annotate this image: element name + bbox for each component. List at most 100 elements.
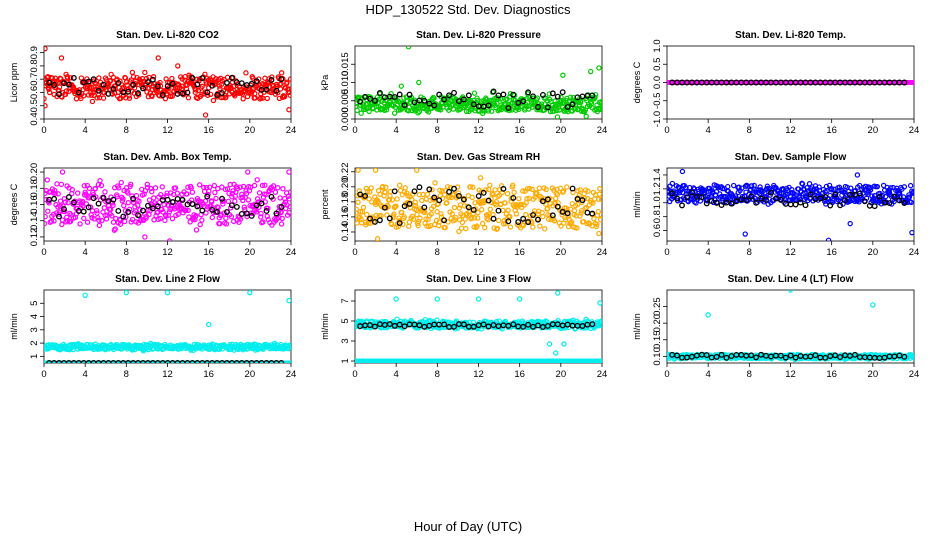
data-point bbox=[896, 190, 903, 197]
hourly-point bbox=[115, 360, 122, 363]
data-point bbox=[578, 210, 584, 216]
data-point bbox=[175, 211, 181, 217]
data-point bbox=[269, 74, 275, 80]
data-point bbox=[529, 186, 535, 193]
data-point bbox=[243, 70, 249, 76]
hourly-point bbox=[199, 75, 206, 82]
data-point bbox=[94, 95, 100, 101]
data-point bbox=[202, 71, 208, 77]
data-point bbox=[596, 186, 602, 192]
x-tick-label: 24 bbox=[286, 125, 297, 136]
x-tick-label: 4 bbox=[83, 369, 88, 380]
data-point bbox=[419, 197, 425, 204]
data-point bbox=[210, 97, 217, 104]
data-point bbox=[502, 200, 508, 206]
hourly-point bbox=[490, 88, 497, 95]
hourly-point bbox=[367, 95, 373, 102]
data-point bbox=[84, 219, 91, 225]
data-point bbox=[511, 189, 517, 196]
hourly-point bbox=[535, 322, 541, 329]
data-point bbox=[107, 206, 114, 213]
data-point bbox=[583, 113, 589, 119]
hourly-point bbox=[525, 89, 532, 96]
x-tick-label: 20 bbox=[868, 247, 879, 258]
hourly-point bbox=[263, 86, 270, 93]
data-point bbox=[159, 184, 165, 190]
y-tick-label: 0.10 bbox=[652, 347, 663, 366]
data-point bbox=[363, 185, 370, 192]
data-point bbox=[909, 352, 914, 359]
data-point bbox=[592, 91, 599, 98]
data-point bbox=[225, 198, 232, 205]
data-point bbox=[169, 205, 175, 212]
hourly-point bbox=[189, 360, 196, 363]
data-point bbox=[400, 221, 406, 228]
data-point bbox=[193, 87, 199, 93]
hourly-point bbox=[179, 196, 186, 203]
data-point bbox=[558, 94, 564, 100]
hourly-point bbox=[372, 218, 378, 225]
data-point bbox=[424, 191, 431, 198]
hourly-point bbox=[105, 360, 112, 363]
data-point bbox=[598, 99, 602, 105]
data-point bbox=[262, 75, 268, 81]
data-point bbox=[189, 189, 196, 195]
hourly-point bbox=[238, 360, 245, 363]
data-point bbox=[416, 79, 422, 86]
hourly-point bbox=[51, 195, 58, 202]
hourly-point bbox=[386, 215, 393, 222]
data-point bbox=[88, 84, 95, 91]
series-points bbox=[44, 46, 291, 118]
data-point bbox=[393, 203, 399, 209]
y-tick-label: 0.20 bbox=[652, 314, 663, 333]
x-tick-label: 0 bbox=[664, 247, 669, 258]
hourly-point bbox=[100, 360, 107, 363]
data-point bbox=[279, 215, 285, 222]
hourly-point bbox=[763, 196, 769, 203]
data-point bbox=[591, 215, 597, 222]
data-point bbox=[900, 194, 907, 200]
x-tick-label: 20 bbox=[868, 369, 879, 380]
y-axis-label: ml/min bbox=[632, 313, 642, 340]
hourly-point bbox=[406, 91, 413, 98]
hourly-point bbox=[61, 206, 67, 213]
y-tick-label: -1.0 bbox=[652, 111, 663, 127]
hourly-point bbox=[273, 87, 280, 94]
data-point bbox=[595, 208, 601, 215]
data-point bbox=[492, 187, 498, 193]
hourly-point bbox=[891, 193, 898, 200]
hourly-point bbox=[46, 360, 53, 363]
hourly-point bbox=[174, 195, 181, 202]
data-point bbox=[488, 108, 495, 114]
data-point bbox=[254, 177, 260, 183]
hourly-point bbox=[530, 323, 536, 330]
data-point bbox=[205, 321, 212, 328]
data-point bbox=[385, 203, 391, 210]
data-point bbox=[551, 218, 558, 224]
data-point bbox=[162, 95, 169, 102]
hourly-point bbox=[758, 195, 765, 202]
hourly-point bbox=[569, 185, 576, 192]
hourly-point bbox=[125, 360, 132, 363]
data-point bbox=[450, 106, 457, 112]
data-point bbox=[258, 210, 264, 217]
data-point bbox=[142, 69, 148, 76]
y-tick-label: 0.9 bbox=[29, 46, 40, 59]
data-point bbox=[479, 206, 485, 213]
data-point bbox=[100, 95, 107, 101]
x-tick-label: 12 bbox=[473, 125, 484, 136]
hourly-point bbox=[441, 96, 448, 103]
hourly-point bbox=[51, 81, 58, 88]
data-point bbox=[199, 217, 205, 223]
hourly-point bbox=[179, 360, 186, 363]
hourly-point bbox=[381, 204, 388, 211]
data-point bbox=[489, 89, 496, 96]
x-tick-label: 8 bbox=[747, 369, 752, 380]
hourly-point bbox=[505, 322, 512, 329]
x-tick-label: 16 bbox=[514, 247, 525, 258]
hourly-point bbox=[204, 89, 211, 96]
x-tick-label: 0 bbox=[41, 369, 46, 380]
hourly-point bbox=[95, 87, 102, 94]
hourly-point bbox=[544, 104, 551, 111]
figure-title: HDP_130522 Std. Dev. Diagnostics bbox=[366, 2, 571, 17]
